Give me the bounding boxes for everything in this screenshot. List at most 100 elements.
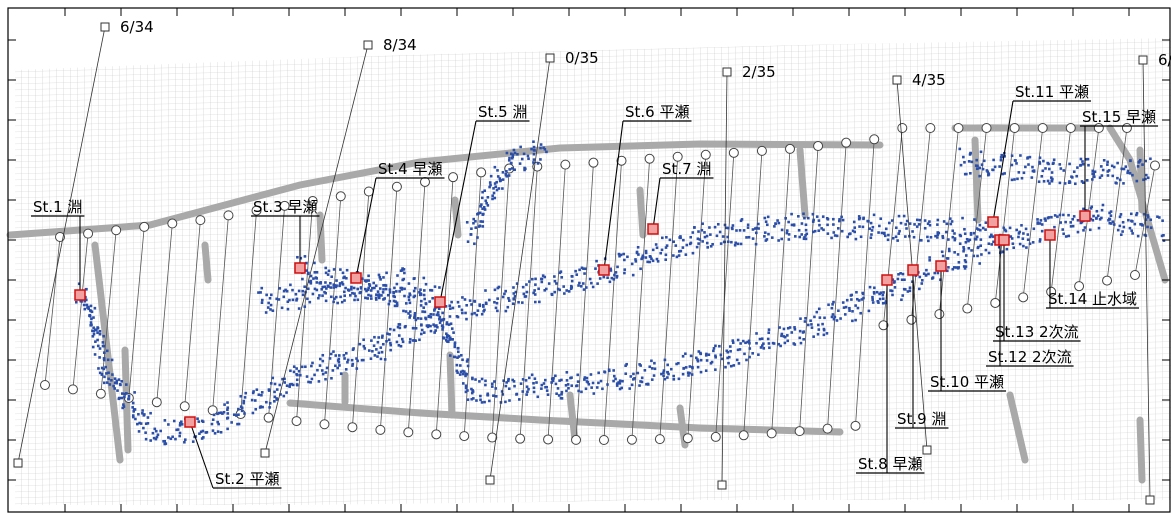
dot	[969, 152, 972, 155]
dot	[218, 412, 221, 415]
dot	[839, 317, 842, 320]
dot	[962, 250, 965, 253]
dot	[513, 168, 516, 171]
dot	[174, 438, 177, 441]
dot	[882, 302, 885, 305]
dot	[1061, 228, 1064, 231]
dot	[375, 293, 378, 296]
dot	[973, 218, 976, 221]
dot	[1065, 235, 1068, 238]
dot	[727, 362, 730, 365]
dot	[244, 392, 247, 395]
dot	[467, 365, 470, 368]
dot	[313, 374, 316, 377]
dot	[1136, 180, 1139, 183]
dot	[1082, 208, 1085, 211]
dot	[442, 336, 445, 339]
dot	[321, 369, 324, 372]
dot	[892, 237, 895, 240]
dot	[522, 286, 525, 289]
dot	[882, 297, 885, 300]
dot	[1044, 219, 1047, 222]
dot	[827, 232, 830, 235]
dot	[534, 377, 537, 380]
dot	[730, 365, 733, 368]
dot	[533, 158, 536, 161]
dot	[582, 282, 585, 285]
dot	[738, 362, 741, 365]
dot	[649, 255, 652, 258]
dot	[470, 233, 473, 236]
dot	[525, 379, 528, 382]
dot	[475, 399, 478, 402]
dot	[259, 291, 262, 294]
dot	[1145, 218, 1148, 221]
dot	[777, 239, 780, 242]
dot	[855, 238, 858, 241]
dot	[869, 286, 872, 289]
dot	[138, 422, 141, 425]
dot	[817, 229, 820, 232]
dot	[778, 222, 781, 225]
dot	[920, 239, 923, 242]
dot	[318, 380, 321, 383]
dot	[340, 372, 343, 375]
dot	[748, 342, 751, 345]
station-marker	[295, 263, 305, 273]
dot	[296, 256, 299, 259]
dot	[495, 181, 498, 184]
dot	[615, 271, 618, 274]
dot	[985, 221, 988, 224]
dot	[145, 438, 148, 441]
dot	[134, 408, 137, 411]
dot	[773, 225, 776, 228]
dot	[669, 239, 672, 242]
dot	[1011, 154, 1014, 157]
dot	[672, 240, 675, 243]
dot	[473, 242, 476, 245]
dot	[927, 273, 930, 276]
dot	[958, 148, 961, 151]
dot	[1162, 234, 1165, 237]
dot	[1018, 171, 1021, 174]
dot	[683, 367, 686, 370]
dot	[826, 224, 829, 227]
dot	[1077, 231, 1080, 234]
dot	[652, 249, 655, 252]
dot	[830, 237, 833, 240]
dot	[685, 244, 688, 247]
dot	[265, 294, 268, 297]
dot	[848, 307, 851, 310]
station-marker	[351, 273, 361, 283]
dot	[803, 237, 806, 240]
dot	[1053, 226, 1056, 229]
dot	[338, 364, 341, 367]
dot	[1110, 210, 1113, 213]
dot	[409, 338, 412, 341]
dot	[632, 378, 635, 381]
dot	[99, 333, 102, 336]
dot	[260, 394, 263, 397]
dot	[722, 235, 725, 238]
dot	[937, 272, 940, 275]
dot	[624, 372, 627, 375]
dot	[512, 302, 515, 305]
dot	[666, 376, 669, 379]
dot	[1094, 170, 1097, 173]
xsec-end	[68, 385, 77, 394]
dot	[609, 280, 612, 283]
dot	[638, 384, 641, 387]
dot	[378, 293, 381, 296]
dot	[310, 365, 313, 368]
dot	[179, 432, 182, 435]
dot	[121, 392, 124, 395]
dot	[565, 289, 568, 292]
dot	[1021, 177, 1024, 180]
dot	[1041, 230, 1044, 233]
dot	[609, 268, 612, 271]
dot	[227, 416, 230, 419]
dot	[456, 370, 459, 373]
dot	[560, 276, 563, 279]
dot	[531, 278, 534, 281]
dot	[393, 329, 396, 332]
